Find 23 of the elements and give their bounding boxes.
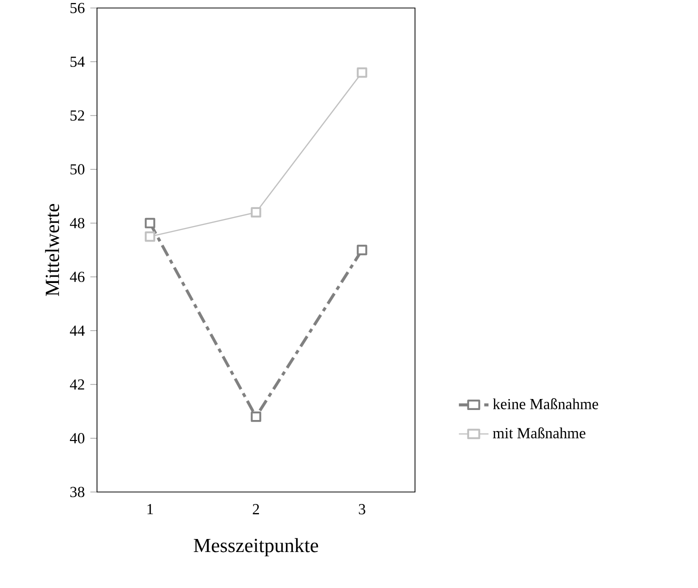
y-tick-label: 44 [70,326,85,336]
y-tick-label: 54 [70,56,85,67]
y-tick-label: 42 [70,379,84,390]
point [250,412,262,422]
y-tick-label: 52 [70,110,84,121]
y-tick-label: 50 [70,164,84,174]
y-axis-title: Mittelwerte [45,204,60,296]
x-tick-label: 3 [358,504,366,514]
point [144,231,156,242]
point [250,207,262,218]
point [356,67,368,78]
x-axis-title: Messzeitpunkte [194,538,318,556]
y-tick-label: 46 [70,272,85,282]
y-tick-label: 48 [70,218,84,228]
legend-label: keine Maßnahme [492,398,598,410]
x-tick-label: 1 [148,504,153,514]
point [144,218,156,228]
point [356,244,368,256]
x-tick-label: 2 [252,504,259,514]
legend-label: mit Maßnahme [492,427,586,438]
y-tick-label: 38 [70,486,84,498]
y-tick-label: 40 [70,433,84,444]
y-tick-label: 56 [70,2,85,14]
